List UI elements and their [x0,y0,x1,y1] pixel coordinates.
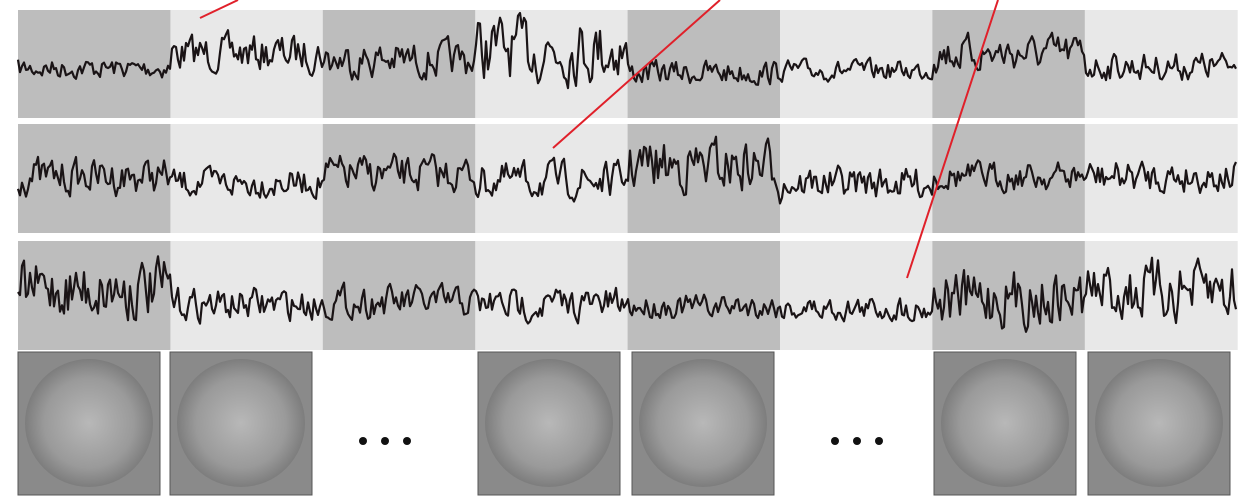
strip-segment [170,10,323,118]
strip-segment [780,241,933,350]
figure [0,0,1249,497]
ellipsis-dot [381,437,389,445]
thumbnail-scene [941,359,1069,487]
strip-segment [18,10,171,118]
ellipsis [831,437,883,445]
ellipsis [359,437,411,445]
strip-segment [780,10,933,118]
thumbnail-scene [485,359,613,487]
page: (() => { const ns = 'http://www.w3.org/2… [0,0,1249,497]
ellipsis-dot [853,437,861,445]
ellipsis-dot [359,437,367,445]
thumbnail-scene [1095,359,1223,487]
strip-segment [475,124,628,233]
thumbnail-scene [177,359,305,487]
thumbnail-scene [639,359,767,487]
strip-segment [628,124,781,233]
ellipsis-dot [831,437,839,445]
ellipsis-dot [403,437,411,445]
thumbnail-scene [25,359,153,487]
stimulus-thumbnails [18,352,1230,495]
ellipsis-dot [875,437,883,445]
